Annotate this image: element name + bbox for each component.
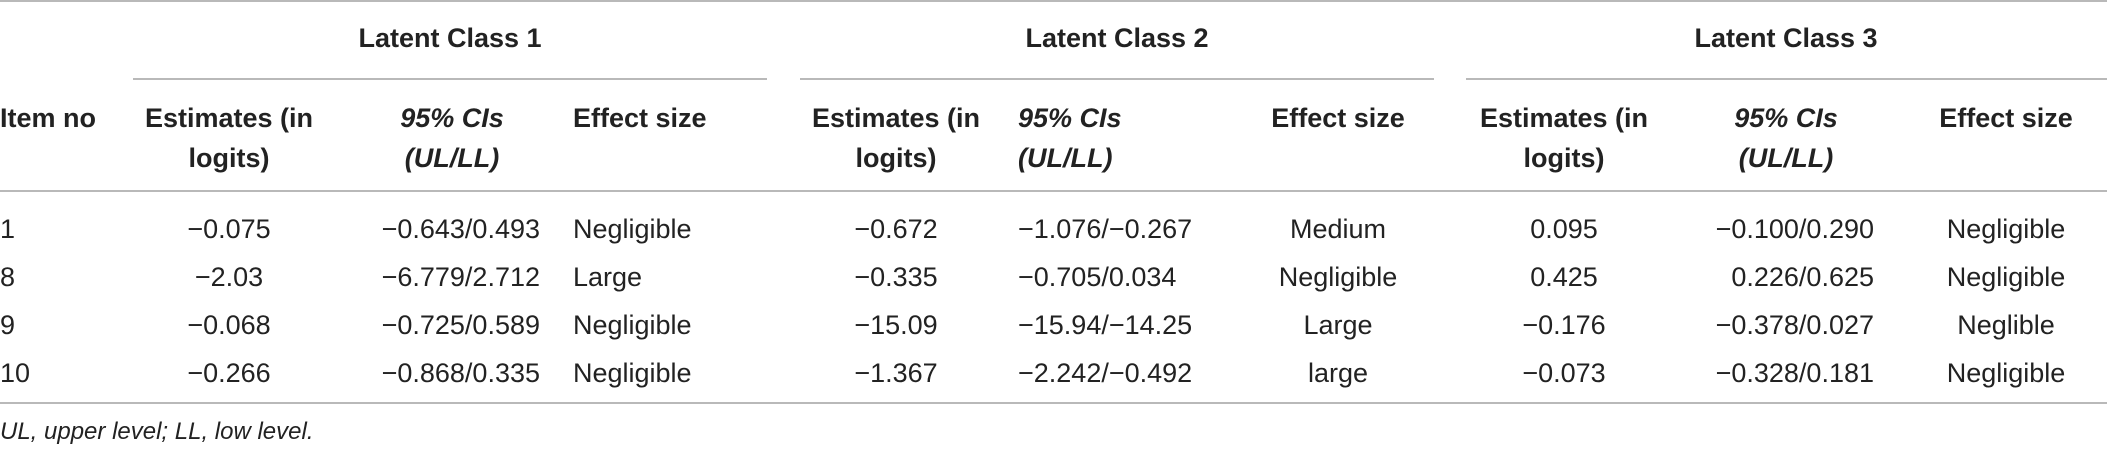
- table-cell-estimate: −0.075: [187, 214, 271, 244]
- table-cell-effect: Negligible: [1946, 262, 2066, 292]
- table-cell-estimate: −15.09: [854, 310, 938, 340]
- col-header-estimates-2b: logits): [855, 143, 937, 173]
- table-cell-estimate: −0.176: [1522, 310, 1606, 340]
- table-cell-ci: −2.242/−0.492: [1018, 358, 1193, 388]
- col-header-ci-2a: 95% CIs: [1018, 103, 1122, 133]
- table-cell-ci: 0.226/0.625: [1731, 262, 1874, 292]
- table-footnote: UL, upper level; LL, low level.: [0, 418, 314, 445]
- table-cell-effect: Negligible: [1946, 214, 2066, 244]
- table-cell-estimate: −0.073: [1522, 358, 1606, 388]
- group-rule-class-2: [800, 78, 1434, 80]
- table-cell-ci: −15.94/−14.25: [1018, 310, 1193, 340]
- table-cell-estimate: −0.672: [854, 214, 938, 244]
- table-cell-item: 8: [0, 262, 16, 292]
- table-top-rule: [0, 0, 2107, 2]
- col-header-ci-3b: (UL/LL): [1738, 143, 1834, 173]
- table-cell-ci: −6.779/2.712: [381, 262, 540, 292]
- table-cell-effect: Medium: [1289, 214, 1387, 244]
- table-cell-effect: Negligible: [1278, 262, 1398, 292]
- table-cell-ci: −1.076/−0.267: [1018, 214, 1193, 244]
- table-cell-item: 9: [0, 310, 16, 340]
- table-cell-effect: Large: [573, 262, 643, 292]
- table-cell-ci: −0.643/0.493: [381, 214, 540, 244]
- table-cell-item: 1: [0, 214, 16, 244]
- table-cell-estimate: −2.03: [194, 262, 264, 292]
- table-cell-ci: −0.705/0.034: [1018, 262, 1177, 292]
- table-cell-estimate: −1.367: [854, 358, 938, 388]
- table-cell-item: 10: [0, 358, 31, 388]
- col-header-estimates-2a: Estimates (in: [811, 103, 981, 133]
- table-cell-estimate: 0.095: [1530, 214, 1598, 244]
- col-header-estimates-3b: logits): [1523, 143, 1605, 173]
- table-cell-effect: Negligible: [573, 310, 692, 340]
- table-cell-ci: −0.868/0.335: [381, 358, 540, 388]
- group-rule-class-3: [1466, 78, 2107, 80]
- table-cell-estimate: −0.266: [187, 358, 271, 388]
- table-cell-ci: −0.328/0.181: [1715, 358, 1874, 388]
- table-cell-effect: large: [1307, 358, 1369, 388]
- table-cell-effect: Negligible: [573, 214, 692, 244]
- group-rule-class-1: [133, 78, 767, 80]
- table-cell-effect: Neglible: [1957, 310, 2055, 340]
- group-header-class-2: Latent Class 2: [1025, 23, 1209, 53]
- table-cell-ci: −0.100/0.290: [1715, 214, 1874, 244]
- table-cell-ci: −0.725/0.589: [381, 310, 540, 340]
- col-header-ci-1a: 95% CIs: [400, 103, 504, 133]
- table-cell-effect: Large: [1303, 310, 1373, 340]
- group-header-class-3: Latent Class 3: [1694, 23, 1878, 53]
- col-header-ci-2b: (UL/LL): [1018, 143, 1113, 173]
- table-cell-effect: Negligible: [1946, 358, 2066, 388]
- table-cell-ci: −0.378/0.027: [1715, 310, 1874, 340]
- table-cell-estimate: 0.425: [1530, 262, 1598, 292]
- header-bottom-rule: [0, 190, 2107, 192]
- col-header-ci-3a: 95% CIs: [1734, 103, 1838, 133]
- table-cell-effect: Negligible: [573, 358, 692, 388]
- col-header-effect-2: Effect size: [1271, 103, 1405, 133]
- table-cell-estimate: −0.068: [187, 310, 271, 340]
- table-cell-estimate: −0.335: [854, 262, 938, 292]
- group-header-class-1: Latent Class 1: [358, 23, 542, 53]
- col-header-ci-1b: (UL/LL): [404, 143, 500, 173]
- col-header-effect-1: Effect size: [573, 103, 707, 133]
- col-header-estimates-1a: Estimates (in: [144, 103, 314, 133]
- col-header-effect-3: Effect size: [1939, 103, 2073, 133]
- col-header-item-no: Item no: [0, 103, 97, 133]
- col-header-estimates-3a: Estimates (in: [1479, 103, 1649, 133]
- table-bottom-rule: [0, 402, 2107, 404]
- col-header-estimates-1b: logits): [188, 143, 270, 173]
